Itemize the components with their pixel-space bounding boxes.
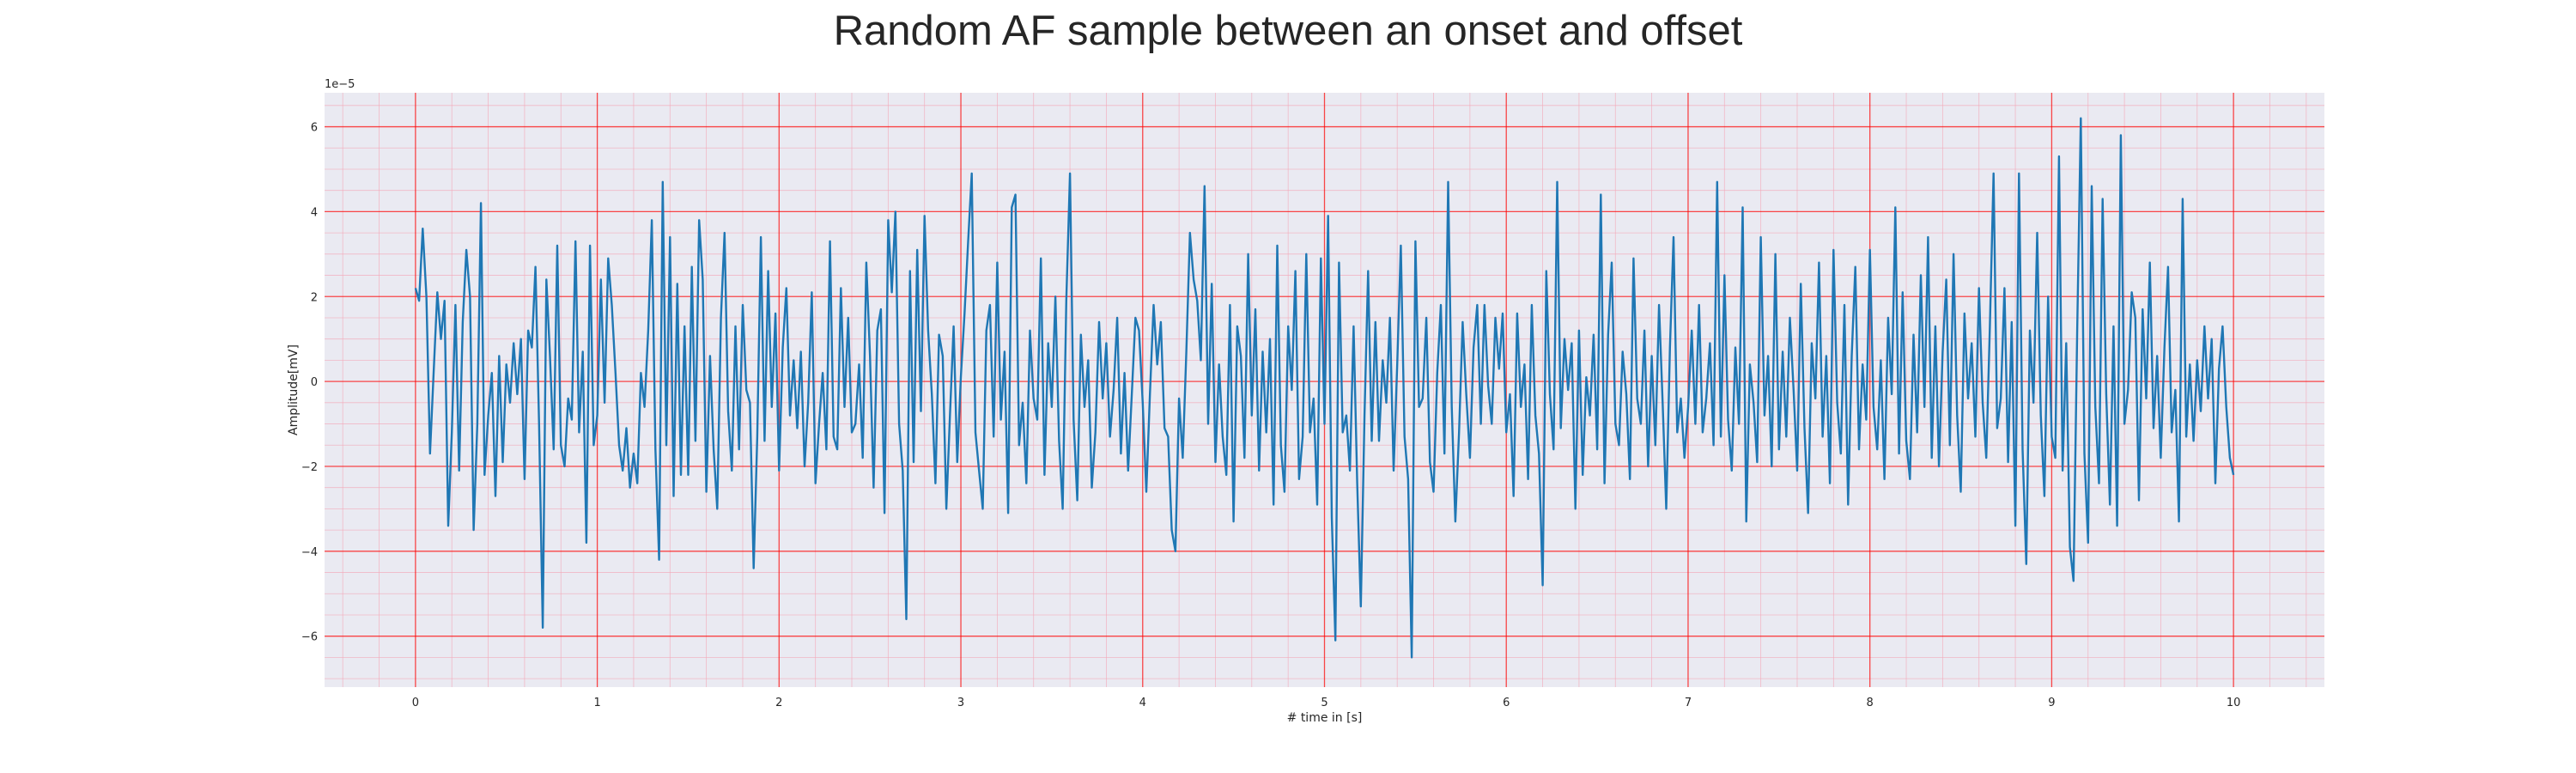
y-axis-ticks: −6 −4 −2 0 2 4 6 xyxy=(301,122,318,644)
x-tick-label: 6 xyxy=(1503,697,1510,709)
y-axis-label: Amplitude[mV] xyxy=(287,344,301,435)
y-scale-label: 1e−5 xyxy=(325,78,355,91)
x-tick-label: 10 xyxy=(2227,697,2241,709)
x-axis-label: # time in [s] xyxy=(1287,711,1363,725)
y-tick-label: −6 xyxy=(301,631,318,644)
chart-title: Random AF sample between an onset and of… xyxy=(833,8,1743,54)
x-tick-label: 0 xyxy=(412,697,419,709)
y-tick-label: 0 xyxy=(311,376,318,389)
x-tick-label: 5 xyxy=(1321,697,1327,709)
y-tick-label: −4 xyxy=(301,546,318,559)
x-tick-label: 4 xyxy=(1139,697,1146,709)
x-tick-label: 7 xyxy=(1685,697,1692,709)
x-tick-label: 9 xyxy=(2048,697,2055,709)
y-tick-label: −2 xyxy=(301,461,318,474)
x-tick-label: 1 xyxy=(593,697,600,709)
x-axis-ticks: 0 1 2 3 4 5 6 7 8 9 10 xyxy=(412,697,2241,709)
x-tick-label: 3 xyxy=(957,697,964,709)
x-tick-label: 8 xyxy=(1867,697,1874,709)
y-tick-label: 4 xyxy=(311,206,318,219)
x-tick-label: 2 xyxy=(775,697,782,709)
y-tick-label: 2 xyxy=(311,291,318,304)
y-tick-label: 6 xyxy=(311,122,318,135)
series-line xyxy=(414,117,2235,659)
